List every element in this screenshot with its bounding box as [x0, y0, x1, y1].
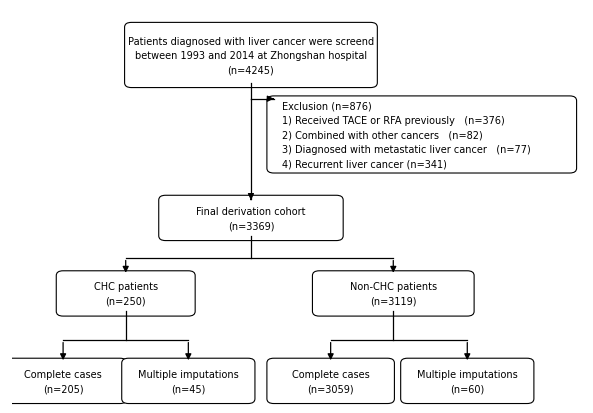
FancyBboxPatch shape [401, 358, 534, 404]
Text: Non-CHC patients
(n=3119): Non-CHC patients (n=3119) [350, 282, 437, 306]
Text: Multiple imputations
(n=45): Multiple imputations (n=45) [138, 369, 239, 393]
FancyBboxPatch shape [122, 358, 255, 404]
Text: Complete cases
(n=205): Complete cases (n=205) [24, 369, 102, 393]
Text: Patients diagnosed with liver cancer were screend
between 1993 and 2014 at Zhong: Patients diagnosed with liver cancer wer… [128, 36, 374, 75]
Text: Final derivation cohort
(n=3369): Final derivation cohort (n=3369) [196, 206, 306, 230]
Text: Multiple imputations
(n=60): Multiple imputations (n=60) [417, 369, 518, 393]
Text: CHC patients
(n=250): CHC patients (n=250) [94, 282, 158, 306]
FancyBboxPatch shape [125, 23, 377, 88]
FancyBboxPatch shape [267, 97, 576, 173]
FancyBboxPatch shape [0, 358, 127, 404]
Text: Exclusion (n=876)
1) Received TACE or RFA previously   (n=376)
2) Combined with : Exclusion (n=876) 1) Received TACE or RF… [282, 102, 531, 169]
FancyBboxPatch shape [159, 196, 343, 241]
Text: Complete cases
(n=3059): Complete cases (n=3059) [292, 369, 369, 393]
FancyBboxPatch shape [313, 271, 474, 316]
FancyBboxPatch shape [267, 358, 394, 404]
FancyBboxPatch shape [56, 271, 195, 316]
